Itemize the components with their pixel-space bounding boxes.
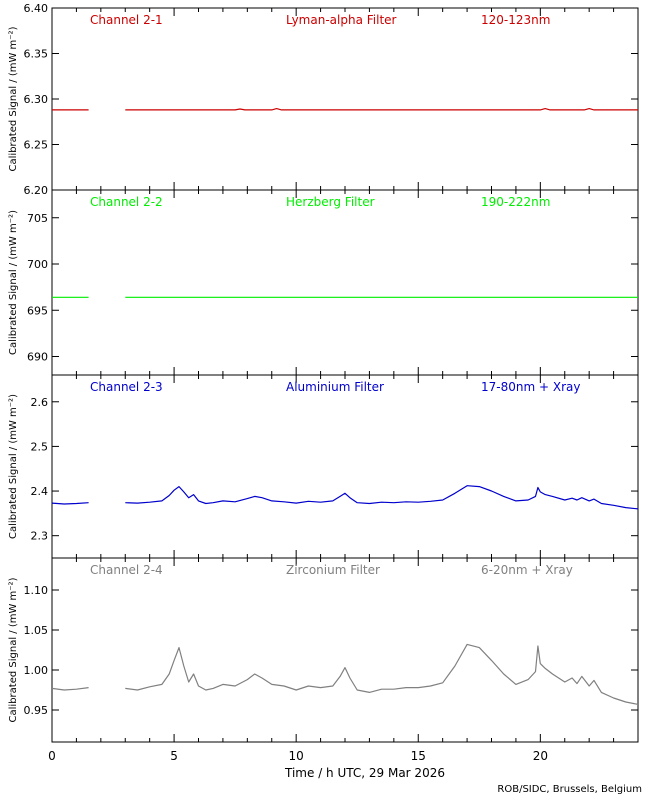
channel-2-2-ytick-label: 700 <box>27 258 48 271</box>
channel-2-1-frame <box>51 7 639 191</box>
channel-2-1-channel-label: Channel 2-1 <box>90 13 163 27</box>
channel-2-1-series-2 <box>125 107 638 111</box>
credit-text: ROB/SIDC, Brussels, Belgium <box>497 784 642 795</box>
channel-2-4-band-label: 6-20nm + Xray <box>481 563 573 577</box>
channel-2-4-frame <box>51 557 639 743</box>
channel-2-4-ytick-label: 1.10 <box>24 584 49 597</box>
x-axis-label: Time / h UTC, 29 Mar 2026 <box>284 766 445 780</box>
channel-2-4-ytick-label: 0.95 <box>24 704 49 717</box>
channel-2-4-series-2 <box>125 643 639 705</box>
channel-2-3-ytick-label: 2.3 <box>31 530 49 543</box>
channel-2-3-ylabel: Calibrated Signal / (mW m⁻²) <box>8 394 19 539</box>
x-tick-label: 5 <box>170 749 178 763</box>
channel-2-4-ylabel: Calibrated Signal / (mW m⁻²) <box>8 577 19 722</box>
channel-2-2-ylabel: Calibrated Signal / (mW m⁻²) <box>8 210 19 355</box>
channel-2-3-filter-label: Aluminium Filter <box>286 380 384 394</box>
x-tick-label: 0 <box>48 749 56 763</box>
channel-2-1-filter-label: Lyman-alpha Filter <box>286 13 397 27</box>
channel-2-3-frame <box>51 374 639 559</box>
channel-2-1-ytick-label: 6.25 <box>24 139 49 152</box>
channel-2-1-ytick-label: 6.35 <box>24 48 49 61</box>
channel-2-1-ytick-label: 6.30 <box>24 93 49 106</box>
channel-2-4-channel-label: Channel 2-4 <box>90 563 163 577</box>
channel-2-4-series-1 <box>51 687 89 691</box>
channel-2-4-ytick-label: 1.05 <box>24 624 49 637</box>
channel-2-4-filter-label: Zirconium Filter <box>286 563 380 577</box>
channel-2-3-ytick-label: 2.6 <box>31 396 49 409</box>
channel-2-3-ytick-label: 2.4 <box>31 485 49 498</box>
channel-2-2-ytick-label: 695 <box>27 304 48 317</box>
channel-2-2-frame <box>51 189 639 376</box>
channel-2-1-ytick-label: 6.20 <box>24 184 49 197</box>
channel-2-2-ytick-label: 690 <box>27 351 48 364</box>
channel-2-2-band-label: 190-222nm <box>481 195 550 209</box>
channel-2-4-ytick-label: 1.00 <box>24 664 49 677</box>
channel-2-3-channel-label: Channel 2-3 <box>90 380 163 394</box>
x-tick-label: 15 <box>411 749 426 763</box>
channel-2-2-ytick-label: 705 <box>27 212 48 225</box>
x-tick-label: 10 <box>289 749 304 763</box>
channel-2-3-series-2 <box>125 485 639 510</box>
channel-2-1-ylabel: Calibrated Signal / (mW m⁻²) <box>8 26 19 171</box>
x-tick-label: 20 <box>533 749 548 763</box>
channel-2-3-band-label: 17-80nm + Xray <box>481 380 580 394</box>
channel-2-3-ytick-label: 2.5 <box>31 440 49 453</box>
channel-2-3-series-1 <box>51 502 89 505</box>
channel-2-1-ytick-label: 6.40 <box>24 2 49 15</box>
channel-2-1-band-label: 120-123nm <box>481 13 550 27</box>
channel-2-2-filter-label: Herzberg Filter <box>286 195 375 209</box>
channel-2-2-channel-label: Channel 2-2 <box>90 195 163 209</box>
